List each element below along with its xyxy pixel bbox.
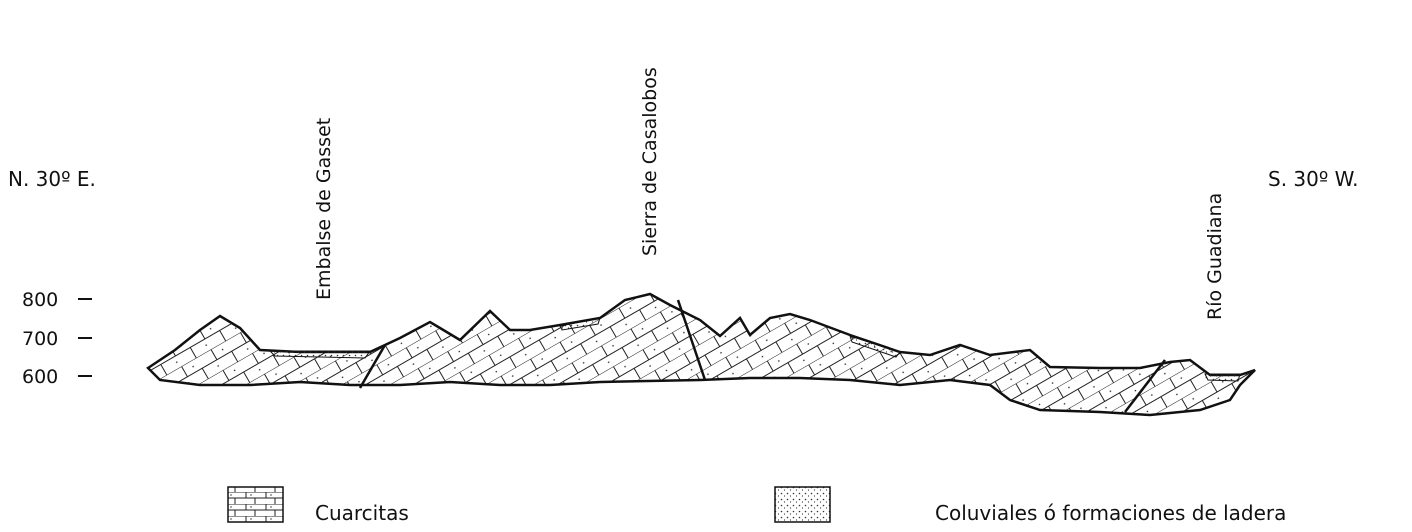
place-label: Sierra de Casalobos bbox=[639, 67, 661, 256]
orientation-left: N. 30º E. bbox=[8, 167, 96, 191]
place-label: Embalse de Gasset bbox=[313, 118, 335, 300]
legend-swatch bbox=[775, 487, 830, 522]
legend-label: Cuarcitas bbox=[315, 501, 409, 525]
orientation-right: S. 30º W. bbox=[1268, 167, 1358, 191]
place-label: Río Guadiana bbox=[1204, 193, 1226, 320]
cross-section: N. 30º E. S. 30º W. Embalse de Gasset Si… bbox=[0, 0, 1412, 532]
elevation-label: 800 bbox=[22, 289, 58, 311]
elevation-label: 600 bbox=[22, 366, 58, 388]
elevation-scale: 800 700 600 bbox=[22, 289, 92, 388]
elevation-label: 700 bbox=[22, 328, 58, 350]
legend-label: Coluviales ó formaciones de ladera bbox=[935, 501, 1286, 525]
legend-swatch bbox=[228, 487, 283, 522]
